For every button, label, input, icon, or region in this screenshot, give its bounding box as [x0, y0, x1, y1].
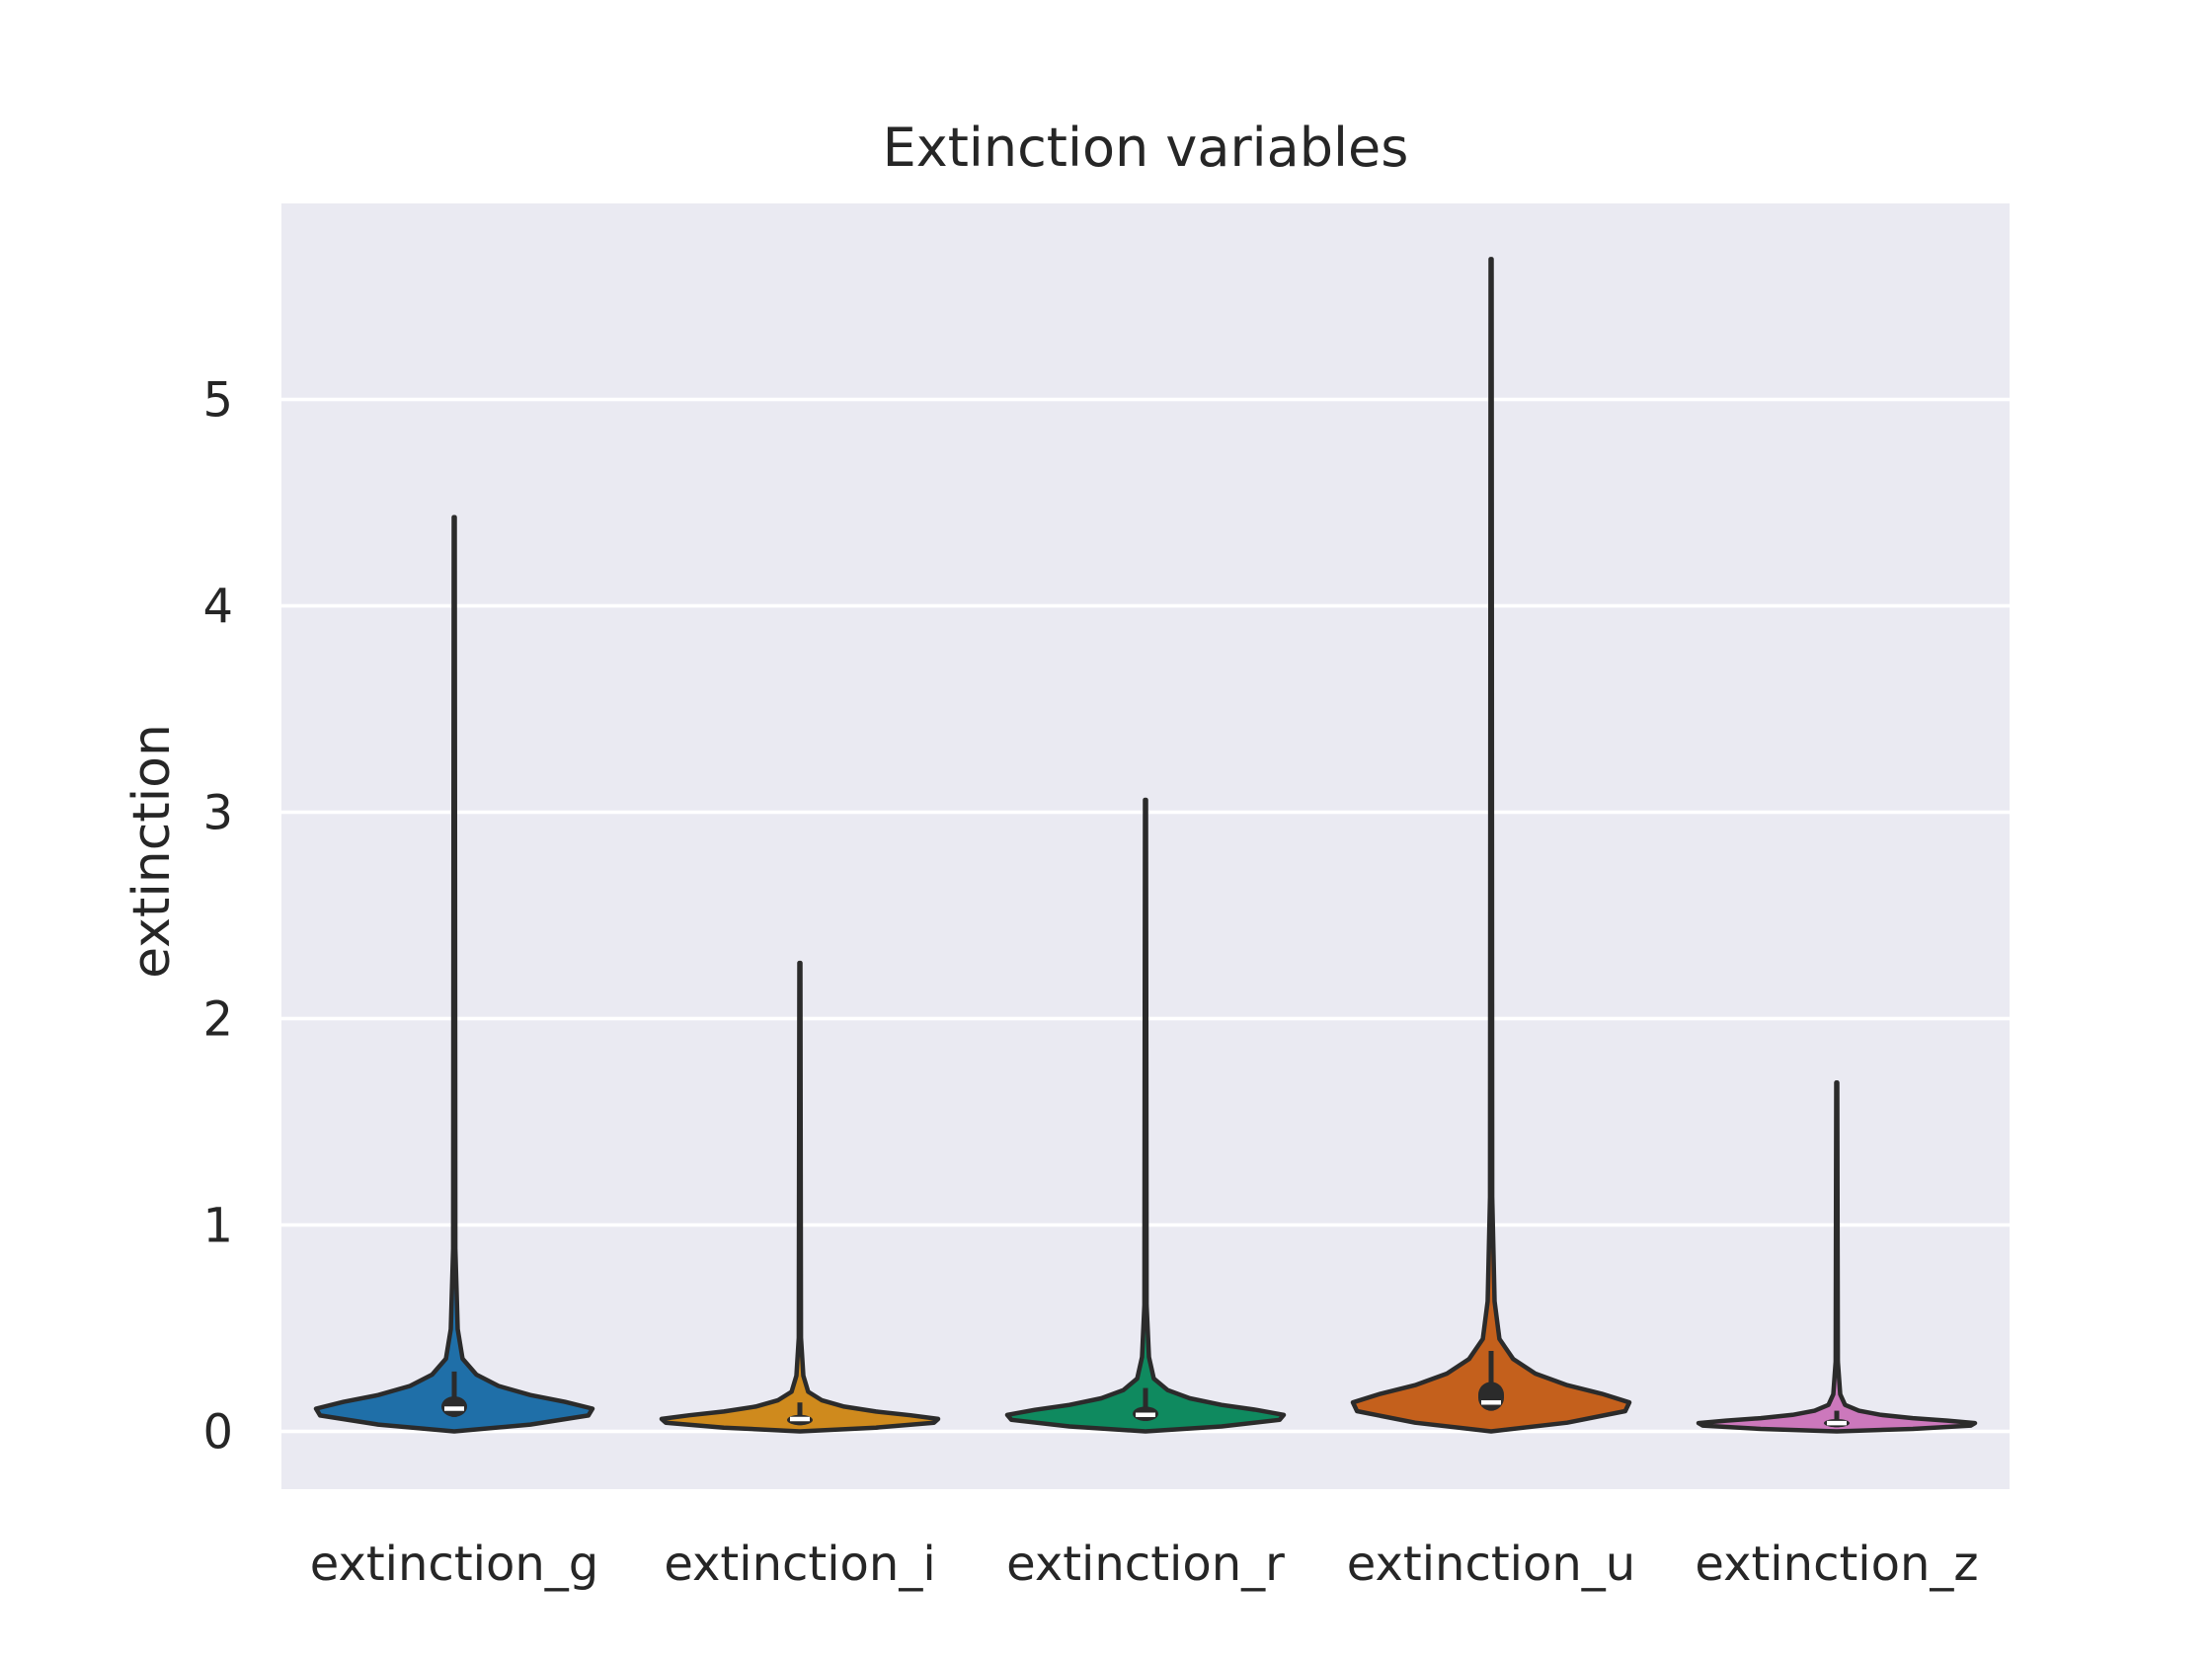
- y-tick-label: 2: [202, 992, 233, 1048]
- violin-body: [1350, 257, 1632, 1434]
- violin-body: [313, 514, 595, 1434]
- x-tick-label: extinction_r: [1006, 1537, 1285, 1592]
- y-tick-label: 1: [202, 1198, 233, 1253]
- x-tick-label: extinction_g: [310, 1537, 598, 1592]
- y-tick-labels: 0 1 2 3 4 5: [202, 373, 233, 1461]
- violin-body: [1004, 797, 1287, 1434]
- violin-body: [1696, 1080, 1978, 1434]
- iqr-box: [1478, 1382, 1504, 1411]
- chart-title: Extinction variables: [883, 117, 1409, 179]
- y-tick-label: 3: [202, 786, 233, 841]
- x-tick-label: extinction_i: [664, 1537, 935, 1592]
- x-tick-label: extinction_z: [1695, 1537, 1978, 1592]
- y-tick-label: 5: [202, 373, 233, 429]
- x-tick-label: extinction_u: [1347, 1537, 1635, 1592]
- violins: [313, 257, 1978, 1434]
- x-tick-labels: extinction_g extinction_i extinction_r exti…: [310, 1537, 1979, 1592]
- y-tick-label: 0: [202, 1404, 233, 1460]
- y-tick-label: 4: [202, 580, 233, 635]
- y-axis-label: extinction: [122, 724, 182, 979]
- violin-body: [659, 960, 941, 1434]
